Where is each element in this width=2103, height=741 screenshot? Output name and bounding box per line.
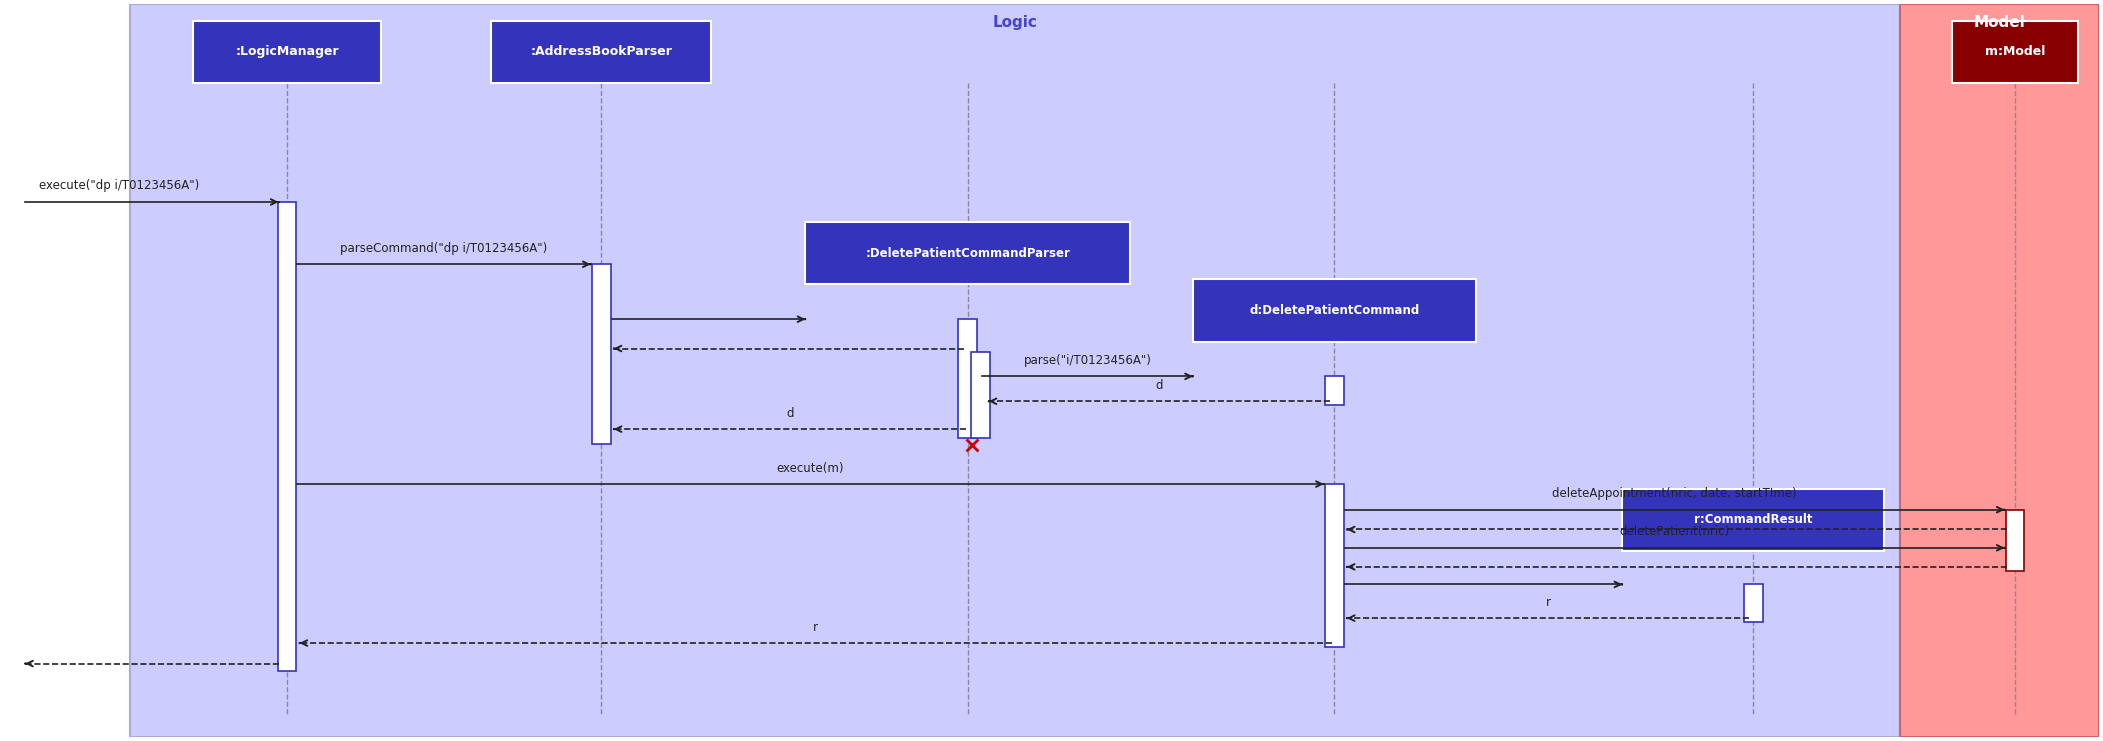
Bar bbox=[4, 4, 130, 737]
Text: :LogicManager: :LogicManager bbox=[236, 45, 339, 59]
Text: Model: Model bbox=[1973, 15, 2025, 30]
Text: parseCommand("dp i/T0123456A"): parseCommand("dp i/T0123456A") bbox=[341, 242, 547, 255]
Bar bbox=[1899, 4, 2099, 737]
Bar bbox=[1192, 279, 1476, 342]
Bar bbox=[193, 21, 381, 83]
Text: :AddressBookParser: :AddressBookParser bbox=[530, 45, 673, 59]
Text: execute("dp i/T0123456A"): execute("dp i/T0123456A") bbox=[40, 179, 200, 193]
Bar bbox=[972, 352, 991, 438]
Bar bbox=[591, 265, 610, 444]
Text: r:CommandResult: r:CommandResult bbox=[1693, 514, 1813, 526]
Text: r: r bbox=[1546, 596, 1550, 608]
Text: d: d bbox=[787, 407, 793, 419]
Text: d:DeletePatientCommand: d:DeletePatientCommand bbox=[1249, 304, 1420, 317]
Bar bbox=[1621, 489, 1884, 551]
Text: m:Model: m:Model bbox=[1985, 45, 2046, 59]
Text: deletePatient(nric): deletePatient(nric) bbox=[1619, 525, 1731, 538]
Text: :DeletePatientCommandParser: :DeletePatientCommandParser bbox=[864, 247, 1070, 260]
Bar bbox=[2006, 510, 2025, 571]
Bar bbox=[805, 222, 1129, 285]
Text: deleteAppointment(nric, date, startTIme): deleteAppointment(nric, date, startTIme) bbox=[1552, 487, 1796, 500]
Bar bbox=[959, 319, 978, 438]
Bar bbox=[1325, 376, 1344, 405]
Bar bbox=[1952, 21, 2078, 83]
Text: execute(m): execute(m) bbox=[776, 462, 845, 474]
Text: parse("i/T0123456A"): parse("i/T0123456A") bbox=[1024, 354, 1152, 367]
Bar bbox=[278, 202, 297, 671]
Text: Logic: Logic bbox=[993, 15, 1037, 30]
Text: d: d bbox=[1157, 379, 1163, 392]
Bar bbox=[1743, 585, 1762, 622]
Bar bbox=[1325, 484, 1344, 647]
Bar bbox=[130, 4, 1899, 737]
Text: r: r bbox=[814, 620, 818, 634]
Bar bbox=[492, 21, 711, 83]
